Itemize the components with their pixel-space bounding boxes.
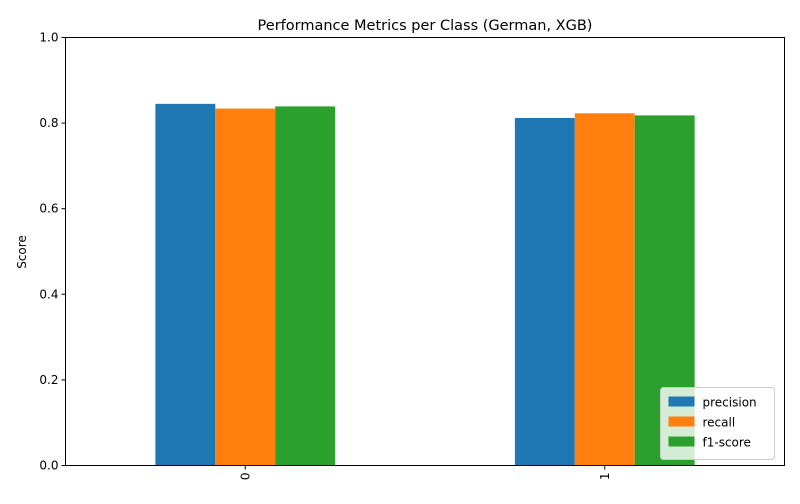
bar-recall-class-0 <box>215 108 276 466</box>
x-tick-label: 1 <box>598 473 612 481</box>
y-tick-label: 0.6 <box>39 202 58 216</box>
y-axis-ticks: 0.0 0.2 0.4 0.6 0.8 1.0 <box>39 31 66 473</box>
bars-layer <box>155 103 695 466</box>
legend: precision recall f1-score <box>660 387 775 460</box>
bar-precision-class-0 <box>155 103 216 466</box>
y-axis-label: Score <box>15 235 29 269</box>
legend-label-f1-score: f1-score <box>703 436 751 450</box>
plot-area-frame <box>65 37 785 466</box>
legend-label-recall: recall <box>703 416 736 430</box>
y-tick-label: 1.0 <box>39 31 58 45</box>
bar-precision-class-1 <box>514 117 575 466</box>
chart-title: Performance Metrics per Class (German, X… <box>258 18 593 34</box>
bar-recall-class-1 <box>574 113 635 466</box>
y-tick-label: 0.0 <box>39 459 58 473</box>
bar-f1-score-class-0 <box>275 106 336 466</box>
y-tick-label: 0.4 <box>39 287 58 301</box>
y-tick-label: 0.8 <box>39 116 58 130</box>
legend-swatch-f1-score <box>668 436 695 447</box>
legend-swatch-recall <box>668 416 695 427</box>
legend-label-precision: precision <box>703 396 757 410</box>
legend-swatch-precision <box>668 396 695 407</box>
y-tick-label: 0.2 <box>39 373 58 387</box>
x-tick-label: 0 <box>238 473 252 481</box>
